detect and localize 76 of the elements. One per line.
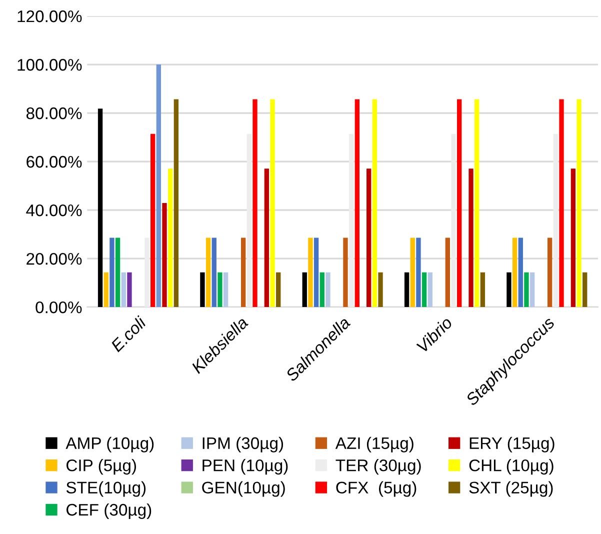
bar <box>468 168 474 308</box>
bar <box>110 238 114 308</box>
legend-label: PEN (10µg) <box>202 459 288 475</box>
bar <box>474 99 480 308</box>
bar <box>372 99 378 308</box>
bar <box>115 238 120 308</box>
y-tick-label: 100.00% <box>18 58 82 71</box>
bar <box>264 168 270 308</box>
bar <box>200 272 205 308</box>
bar <box>480 272 486 308</box>
y-tick-label: 20.00% <box>26 252 82 265</box>
bar <box>150 134 156 308</box>
bar <box>223 272 228 308</box>
bar <box>270 99 275 308</box>
bar <box>559 99 564 308</box>
legend-label: GEN(10µg) <box>202 481 285 497</box>
bar <box>506 272 512 308</box>
legend-label: CIP (5µg) <box>66 459 136 475</box>
legend-label: AMP (10µg) <box>66 436 154 452</box>
bar <box>206 238 211 308</box>
legend-label: SXT (25µg) <box>469 481 553 497</box>
legend-label: AZI (15µg) <box>335 436 414 452</box>
bar <box>156 64 161 308</box>
bar <box>518 238 523 308</box>
bar <box>348 134 354 308</box>
bar <box>212 238 216 308</box>
bar <box>524 272 529 308</box>
legend-label: ERY (15µg) <box>470 436 554 452</box>
bar <box>378 272 383 308</box>
bar <box>457 99 462 308</box>
bar <box>144 238 150 308</box>
bar <box>512 238 518 308</box>
bar <box>343 238 348 308</box>
bar <box>240 238 246 308</box>
bar <box>320 272 324 308</box>
bar <box>104 272 108 308</box>
bar <box>98 108 103 308</box>
bar <box>428 272 432 308</box>
bar <box>252 99 258 308</box>
bar <box>302 272 307 308</box>
bar <box>218 272 222 308</box>
bar <box>366 168 372 308</box>
bar <box>127 272 132 308</box>
y-tick-label: 40.00% <box>26 204 82 216</box>
bar <box>553 134 558 308</box>
y-tick-label: 60.00% <box>26 156 82 168</box>
bar <box>576 99 582 308</box>
bar <box>168 168 173 308</box>
bar <box>246 134 252 308</box>
bar <box>422 272 427 308</box>
bar <box>162 203 167 308</box>
bar <box>314 238 319 308</box>
bar <box>121 272 126 308</box>
bar <box>308 238 313 308</box>
bar <box>416 238 421 308</box>
y-tick-label: 80.00% <box>26 107 82 120</box>
bar <box>445 238 450 308</box>
bar <box>570 168 576 308</box>
bar <box>174 99 179 308</box>
legend-label: CEF (30µg) <box>66 503 152 519</box>
legend-label: IPM (30µg) <box>202 436 284 452</box>
y-tick-label: 120.00% <box>18 10 82 22</box>
bar <box>404 272 410 308</box>
bar <box>451 134 456 308</box>
bar <box>530 272 535 308</box>
bar <box>276 272 281 308</box>
bar <box>354 99 360 308</box>
legend-label: TER (30µg) <box>336 459 421 475</box>
bar <box>582 272 588 308</box>
bar <box>547 238 552 308</box>
bar <box>410 238 415 308</box>
y-tick-label: 0.00% <box>36 301 82 314</box>
legend-label: CHL (10µg) <box>469 459 554 475</box>
legend-label: CFX (5µg) <box>336 481 416 497</box>
legend-label: STE(10µg) <box>66 481 146 497</box>
bar <box>326 272 330 308</box>
